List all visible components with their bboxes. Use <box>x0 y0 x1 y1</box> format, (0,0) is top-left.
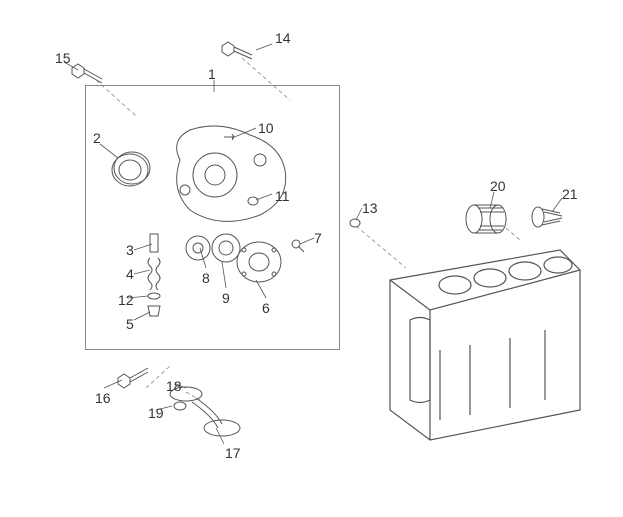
callout-8: 8 <box>202 270 210 286</box>
engine-block-sketch <box>370 220 600 460</box>
callout-17: 17 <box>225 445 241 461</box>
callout-9: 9 <box>222 290 230 306</box>
callout-4: 4 <box>126 266 134 282</box>
callout-7: 7 <box>314 230 322 246</box>
callout-3: 3 <box>126 242 134 258</box>
bolt-16-sketch <box>114 364 150 390</box>
callout-20: 20 <box>490 178 506 194</box>
callout-11: 11 <box>275 188 290 204</box>
callout-10: 10 <box>258 120 274 136</box>
bolt-15-sketch <box>68 60 104 86</box>
assembly-group-box <box>85 85 340 350</box>
callout-16: 16 <box>95 390 111 406</box>
callout-14: 14 <box>275 30 291 46</box>
callout-19: 19 <box>148 405 164 421</box>
callout-18: 18 <box>166 378 182 394</box>
callout-13: 13 <box>362 200 378 216</box>
joint-bolt-sketch <box>530 204 564 230</box>
callout-12: 12 <box>118 292 134 308</box>
oil-filter-sketch <box>462 202 508 236</box>
callout-5: 5 <box>126 316 134 332</box>
callout-6: 6 <box>262 300 270 316</box>
callout-2: 2 <box>93 130 101 146</box>
callout-15: 15 <box>55 50 71 66</box>
callout-21: 21 <box>562 186 578 202</box>
callout-1: 1 <box>208 66 216 82</box>
bolt-14-sketch <box>218 38 254 62</box>
oring-13-sketch <box>348 216 362 230</box>
